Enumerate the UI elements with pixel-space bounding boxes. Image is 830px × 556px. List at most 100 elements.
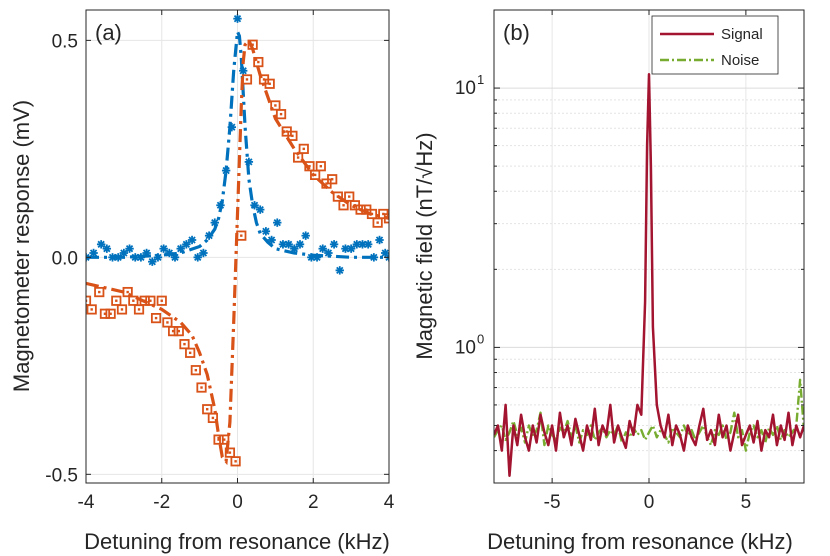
panel-a-square-point: [86, 304, 97, 315]
panel-a-asterisk-point: [176, 244, 185, 253]
panel-a-square-point: [162, 317, 173, 328]
panel-a-square-point: [247, 39, 258, 50]
panel-a-label: (a): [95, 20, 122, 45]
panel-a-square-point: [327, 174, 338, 185]
panel-a-square-point: [230, 456, 241, 467]
panel-a-x-tick-label: 2: [308, 492, 319, 513]
panel-a-square-point: [332, 191, 343, 202]
panel-a-square-point: [236, 230, 247, 241]
panel-a-square-point: [219, 434, 230, 445]
panel-a-asterisk-point: [221, 166, 231, 175]
panel-a-asterisk-point: [324, 248, 333, 258]
panel-a-square-point: [145, 295, 156, 306]
panel-a-y-tick-label: 0.5: [52, 31, 78, 52]
panel-a-asterisk-point: [170, 253, 180, 262]
panel-a-y-tick-label: -0.5: [45, 465, 78, 486]
panel-a-square-point: [264, 78, 275, 89]
panel-a-x-tick-label: 0: [232, 492, 243, 513]
panel-b-y-tick-exponent: 1: [477, 72, 484, 87]
panel-a-asterisk-point: [96, 240, 106, 249]
panel-a-asterisk-point: [102, 244, 112, 253]
panel-a-ticks: -4 -2 0 2 4 -0.5 0.0 0.5: [45, 10, 395, 513]
panel-a-asterisk-point: [199, 248, 208, 258]
panel-a-square-point: [213, 434, 224, 445]
panel-a-asterisk-point: [381, 248, 389, 258]
panel-a-x-tick-label: -4: [78, 492, 95, 513]
panel-a-asterisk-point: [375, 235, 384, 245]
panel-a-square-point: [338, 200, 349, 211]
panel-a-square-point: [241, 74, 253, 85]
panel-a-square-point: [128, 295, 139, 306]
panel-a-square-point: [111, 295, 122, 306]
panel-b-x-tick-label: 0: [644, 492, 655, 513]
panel-a-asterisk-point: [290, 244, 299, 253]
panel-b-y-tick-label: 10: [455, 337, 476, 358]
panel-a-asterisk-point: [113, 253, 123, 262]
panel-a-square-point: [173, 326, 184, 337]
panel-a-square-point: [287, 130, 298, 141]
panel-b-x-tick-label: 5: [741, 492, 752, 513]
panel-a-asterisk-point: [329, 240, 339, 249]
panel-a-asterisk-point: [187, 235, 197, 245]
panel-a-asterisk-point: [301, 231, 310, 240]
panel-a-square-point: [116, 304, 128, 315]
panel-a-square-point: [275, 109, 287, 120]
panel-a-asterisk-point: [153, 253, 163, 262]
panel-a-square-point: [94, 286, 105, 298]
legend-box: [651, 15, 779, 75]
panel-a-square-point: [224, 447, 236, 458]
panel-a-asterisk-point: [346, 244, 356, 253]
panel-a-square-point: [196, 382, 207, 393]
panel-a-asterisk-point: [335, 266, 344, 275]
panel-b-series-signal: [494, 73, 804, 477]
panel-a-x-tick-label: -2: [153, 492, 170, 513]
panel-a-square-point: [150, 313, 162, 324]
panel-a-square-point: [179, 339, 190, 350]
panel-b-label: (b): [503, 20, 530, 45]
panel-a-square-point: [304, 161, 315, 172]
panel-a-square-point: [355, 204, 366, 215]
panel-a-asterisk-point: [256, 205, 265, 214]
panel-b-y-axis-label: Magnetic field (nT/√Hz): [412, 132, 437, 359]
panel-a-asterisk-point: [233, 14, 242, 23]
panel-a-square-point: [122, 286, 133, 298]
panel-a-asterisk-point: [210, 218, 219, 227]
panel-a-asterisk-point: [227, 122, 237, 132]
panel-a-asterisk-point: [295, 240, 305, 249]
panel-a-square-point: [190, 365, 201, 376]
panel-b-x-tick-label: -5: [544, 492, 561, 513]
panel-a-asterisk-point: [136, 253, 146, 262]
panel-a-asterisk-point: [204, 231, 214, 240]
panel-a-square-point: [366, 208, 378, 220]
panel-a-asterisk-point: [363, 240, 373, 249]
panel-a-asterisk-point: [244, 157, 254, 167]
panel-a-asterisk-point: [318, 244, 327, 253]
panel-a-asterisk-point: [250, 201, 259, 210]
panel-a-fit-curve-2: [86, 25, 389, 259]
panel-a-asterisk-point: [341, 244, 350, 253]
panel-b-y-tick-exponent: 0: [477, 331, 484, 346]
panel-a-asterisk-point: [159, 244, 168, 253]
panel-a-asterisk-point: [142, 248, 151, 258]
panel-a-square-point: [310, 169, 321, 180]
panel-a-asterisk-point: [89, 248, 98, 258]
panel-a-square-point: [207, 412, 218, 424]
panel-a-square-point: [292, 152, 304, 163]
panel-a-square-point: [253, 56, 264, 68]
panel-a-asterisk-point: [261, 227, 271, 236]
legend: Signal Noise: [651, 15, 779, 75]
panel-a-asterisk-point: [267, 235, 276, 245]
panel-a-square-point: [156, 295, 167, 306]
panel-a-asterisk-point: [125, 244, 134, 253]
panel-a-square-point: [298, 143, 309, 154]
panel-a: -4 -2 0 2 4 -0.5 0.0 0.5 (a) Detuning from reso…: [9, 9, 395, 554]
panel-b-y-tick-label: 10: [455, 78, 476, 99]
panel-a-asterisk-point: [312, 253, 322, 262]
panel-b-plot-area: [494, 73, 804, 477]
panel-a-square-point: [185, 347, 196, 358]
panel-a-x-axis-label: Detuning from resonance (kHz): [84, 529, 390, 554]
panel-a-asterisk-point: [119, 248, 129, 258]
